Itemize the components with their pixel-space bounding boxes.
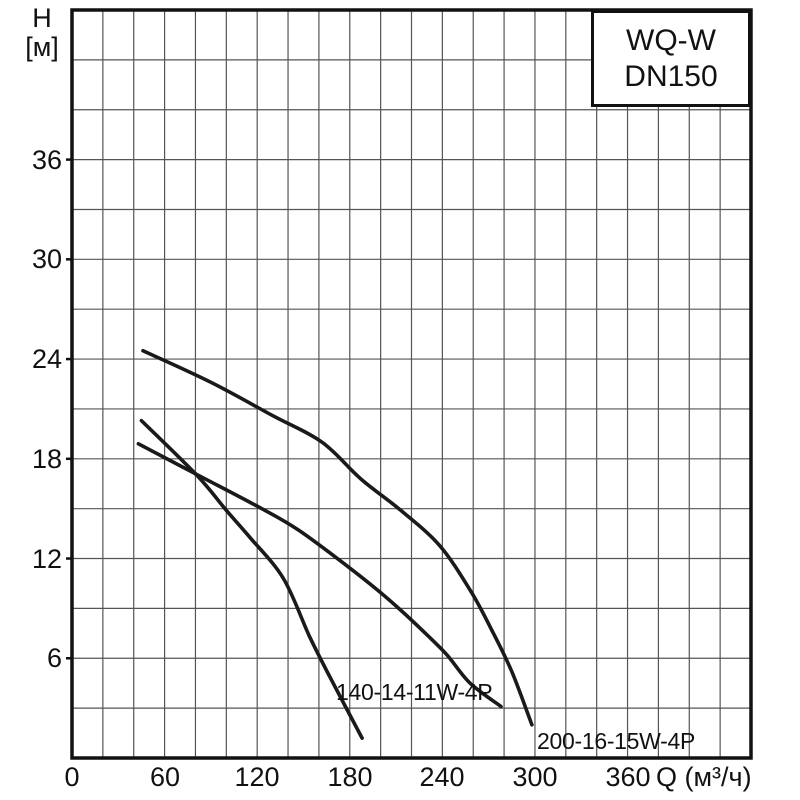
x-tick-label-300: 300 bbox=[512, 762, 558, 792]
y-tick-label-30: 30 bbox=[31, 244, 62, 274]
y-tick-label-36: 36 bbox=[31, 145, 62, 175]
model-series-name: WQ-W bbox=[626, 23, 716, 57]
curve-140-14-11W-4P bbox=[136, 442, 503, 709]
x-tick-label-60: 60 bbox=[149, 762, 181, 792]
x-tick-label-0: 0 bbox=[64, 762, 80, 792]
model-label-box: WQ-W DN150 bbox=[591, 10, 751, 107]
x-tick-label-240: 240 bbox=[419, 762, 465, 792]
plot-border bbox=[70, 8, 753, 760]
y-tick-label-18: 18 bbox=[31, 444, 62, 474]
y-tick-label-24: 24 bbox=[31, 344, 62, 374]
curve-label-200-16-15W-4P: 200-16-15W-4P bbox=[537, 728, 696, 754]
x-tick-label-120: 120 bbox=[234, 762, 280, 792]
x-tick-label-360: 360 bbox=[605, 762, 651, 792]
x-axis-title: Q (м³/ч) bbox=[656, 762, 752, 792]
y-axis-symbol: H bbox=[32, 3, 52, 33]
curve-label-140-14-11W-4P: 140-14-11W-4P bbox=[336, 679, 493, 705]
y-tick-label-12: 12 bbox=[31, 544, 62, 574]
x-tick-label-180: 180 bbox=[327, 762, 373, 792]
y-axis-unit: [м] bbox=[25, 32, 59, 62]
y-tick-label-6: 6 bbox=[46, 643, 62, 673]
curve-unlabeled bbox=[139, 418, 364, 740]
curve-200-16-15W-4P bbox=[141, 349, 534, 727]
model-dn-size: DN150 bbox=[624, 59, 718, 93]
y-axis-title: H [м] bbox=[14, 4, 70, 62]
